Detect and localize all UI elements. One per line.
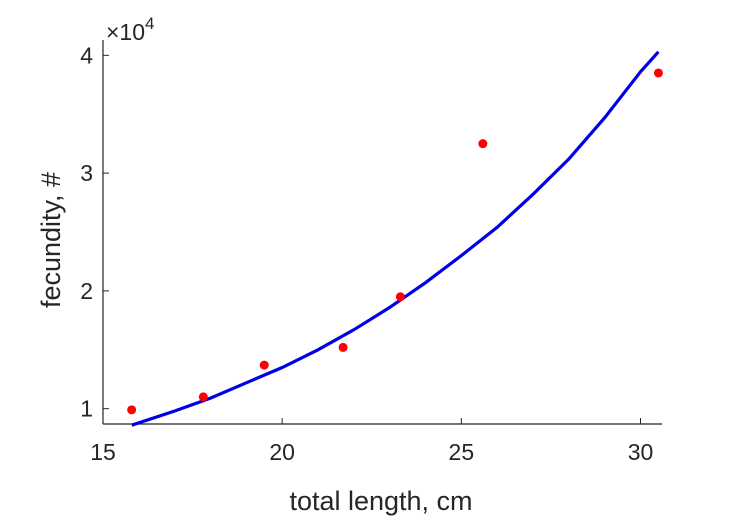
x-ticks: 15 20 25 30 [90,418,653,465]
data-point [478,139,488,149]
y-exponent-power: 4 [145,14,154,33]
plot-area: 15 20 25 30 1 2 3 4 [80,40,663,465]
y-tick-label: 4 [80,42,93,68]
data-point [127,405,137,415]
x-axis-label: total length, cm [289,486,472,516]
fit-curve [131,50,660,427]
y-ticks: 1 2 3 4 [80,42,109,422]
data-point [653,68,663,78]
y-tick-label: 2 [80,278,93,304]
data-point [259,360,269,370]
x-tick-label: 30 [628,439,654,465]
data-point [395,292,405,302]
y-exponent-label: ×104 [106,14,154,45]
data-point [198,392,208,402]
y-tick-label: 1 [80,396,93,422]
data-point [338,342,348,352]
y-axis-label: fecundity, # [36,172,66,308]
x-tick-label: 15 [90,439,116,465]
y-tick-label: 3 [80,160,93,186]
x-tick-label: 20 [269,439,295,465]
data-points [127,68,663,415]
x-tick-label: 25 [449,439,475,465]
